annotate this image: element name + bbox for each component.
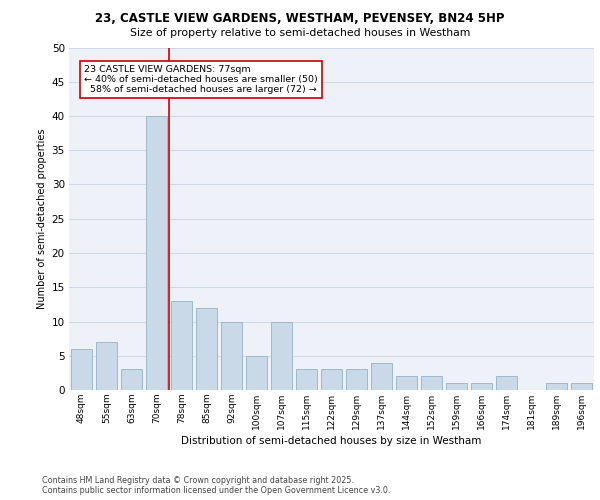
Text: Contains HM Land Registry data © Crown copyright and database right 2025.
Contai: Contains HM Land Registry data © Crown c…	[42, 476, 391, 495]
Y-axis label: Number of semi-detached properties: Number of semi-detached properties	[37, 128, 47, 309]
Text: 23 CASTLE VIEW GARDENS: 77sqm
← 40% of semi-detached houses are smaller (50)
  5: 23 CASTLE VIEW GARDENS: 77sqm ← 40% of s…	[84, 64, 318, 94]
Bar	[496, 376, 517, 390]
Bar	[171, 301, 192, 390]
Bar	[96, 342, 117, 390]
Bar	[121, 370, 142, 390]
Bar	[546, 383, 567, 390]
Bar	[246, 356, 267, 390]
Bar	[146, 116, 167, 390]
Bar	[471, 383, 492, 390]
Bar	[346, 370, 367, 390]
Bar	[271, 322, 292, 390]
Bar	[421, 376, 442, 390]
Bar	[571, 383, 592, 390]
Bar	[196, 308, 217, 390]
Bar	[446, 383, 467, 390]
Bar	[296, 370, 317, 390]
Text: Size of property relative to semi-detached houses in Westham: Size of property relative to semi-detach…	[130, 28, 470, 38]
Text: 23, CASTLE VIEW GARDENS, WESTHAM, PEVENSEY, BN24 5HP: 23, CASTLE VIEW GARDENS, WESTHAM, PEVENS…	[95, 12, 505, 26]
Bar	[71, 349, 92, 390]
Bar	[321, 370, 342, 390]
Bar	[371, 362, 392, 390]
Bar	[221, 322, 242, 390]
X-axis label: Distribution of semi-detached houses by size in Westham: Distribution of semi-detached houses by …	[181, 436, 482, 446]
Bar	[396, 376, 417, 390]
